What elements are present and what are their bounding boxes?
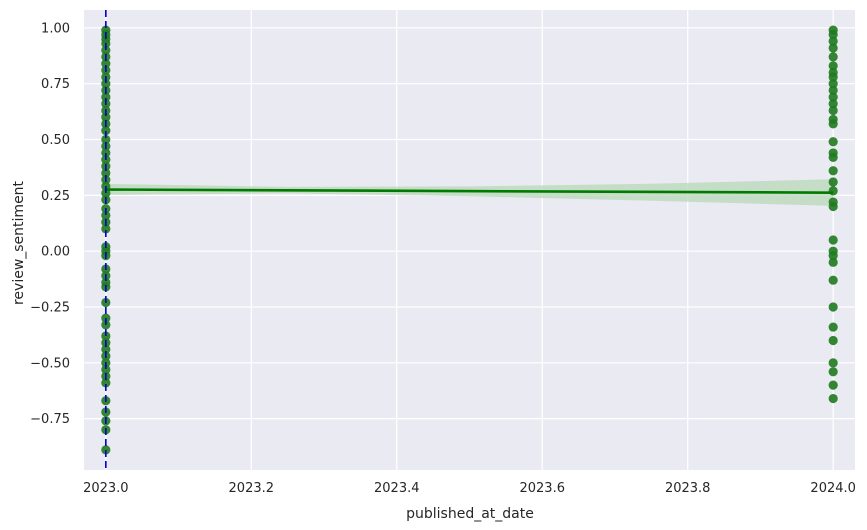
data-point	[828, 322, 838, 332]
data-point	[101, 112, 111, 122]
x-tick-label: 2023.4	[374, 481, 420, 496]
x-tick-label: 2024.0	[810, 481, 856, 496]
data-point	[828, 43, 838, 53]
data-point	[101, 378, 111, 388]
y-tick-label: 0.00	[41, 245, 70, 260]
data-point	[101, 148, 111, 158]
y-tick-label: −0.50	[30, 356, 70, 371]
data-point	[828, 137, 838, 147]
data-point	[101, 45, 111, 55]
x-tick-label: 2023.8	[665, 481, 711, 496]
data-point	[101, 58, 111, 69]
x-tick-label: 2023.2	[229, 481, 275, 496]
data-point	[828, 358, 838, 368]
y-tick-label: 0.50	[41, 133, 70, 148]
y-tick-label: 0.75	[41, 77, 70, 92]
y-tick-label: 1.00	[41, 21, 70, 36]
data-point	[828, 85, 838, 95]
data-point	[828, 235, 838, 245]
data-points-layer	[101, 25, 838, 455]
data-point	[828, 380, 838, 390]
data-point	[828, 72, 838, 82]
data-point	[828, 367, 838, 377]
data-point	[101, 210, 111, 221]
data-point	[828, 152, 838, 162]
data-point	[828, 99, 838, 109]
data-point	[101, 125, 111, 136]
data-point	[101, 445, 111, 455]
data-point	[828, 61, 838, 71]
data-point	[828, 29, 838, 40]
confidence-band	[105, 179, 834, 206]
data-point	[828, 166, 838, 176]
data-point	[101, 331, 111, 341]
data-point	[101, 344, 111, 355]
confidence-band-layer	[105, 179, 834, 206]
regression-line	[105, 188, 834, 194]
data-point	[828, 52, 838, 62]
data-point	[101, 79, 111, 89]
data-point	[828, 92, 838, 102]
data-point	[101, 168, 111, 178]
y-axis-ticks: 1.00 0.75 0.50 0.25 0.00 −0.25 −0.50 −0.75	[30, 21, 70, 427]
data-point	[828, 186, 838, 196]
data-point	[828, 36, 838, 46]
data-point	[828, 335, 838, 346]
data-point	[101, 364, 111, 375]
data-point	[828, 251, 838, 261]
data-point	[828, 177, 838, 187]
y-tick-label: 0.25	[41, 189, 70, 204]
regression-line-layer	[105, 188, 834, 194]
data-point	[828, 105, 838, 116]
data-point	[828, 302, 838, 312]
data-point	[828, 119, 838, 129]
y-axis-label: review_sentiment	[11, 180, 27, 305]
data-point	[828, 393, 838, 404]
data-point	[101, 92, 111, 102]
x-axis-ticks: 2023.0 2023.2 2023.4 2023.6 2023.8 2024.0	[83, 481, 856, 496]
data-point	[828, 257, 838, 267]
data-point	[828, 201, 838, 212]
data-point	[828, 275, 838, 285]
plot-area-background	[84, 10, 855, 470]
data-point	[101, 224, 111, 234]
data-point	[828, 79, 838, 89]
x-axis-label: published_at_date	[406, 506, 534, 522]
y-tick-label: −0.75	[30, 412, 70, 427]
x-tick-label: 2023.0	[83, 481, 129, 496]
y-tick-label: −0.25	[30, 300, 70, 315]
x-tick-label: 2023.6	[519, 481, 565, 496]
data-point	[101, 134, 111, 145]
